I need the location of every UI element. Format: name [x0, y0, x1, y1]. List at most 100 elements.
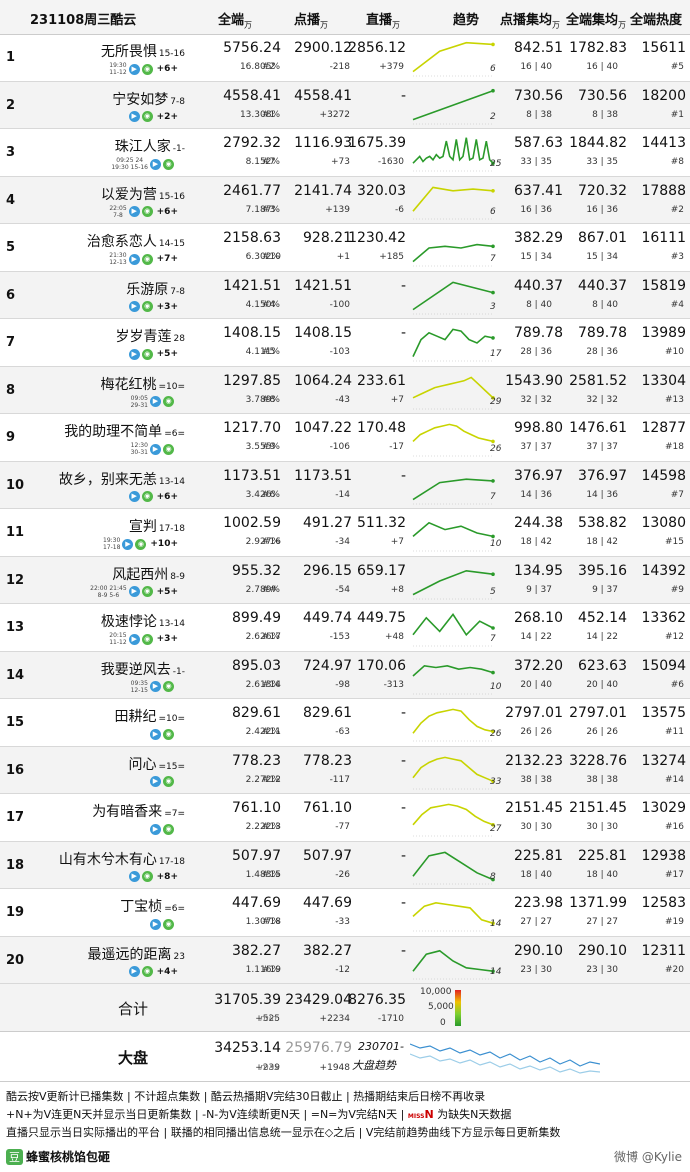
vod-delta: -54 [335, 584, 350, 595]
broadcast-time: 19:30 11-12 [109, 62, 127, 76]
trend-episode-count: 33 [490, 776, 502, 787]
header-col-vod: 点播万 [294, 13, 329, 30]
tv-platform-icon: ▶ [150, 158, 161, 170]
trend-end-point [491, 88, 495, 92]
all-avg-sub: 26 | 26 [586, 727, 618, 737]
rank: 5 [6, 240, 16, 255]
trend-end-point [491, 290, 495, 294]
tv-platform-icon: ▶ [128, 586, 140, 597]
vod-value: 449.74 [303, 610, 352, 626]
table-row: 13 极速悖论 13-14 20:15 11-12 ▶ ◉ +3+ 899.49 2… [0, 604, 690, 652]
trend-episode-count: 27 [490, 824, 502, 834]
heat-rank: #4 [670, 299, 684, 310]
footer: 豆 蜂蜜核桃馅包砸 微博 @Kylie [0, 1140, 690, 1172]
heat-rank: #9 [670, 584, 684, 595]
vod-value: 507.97 [303, 847, 352, 864]
iqiyi-icon: ◉ [163, 918, 174, 930]
drama-title: 田耕纪 =10= [114, 709, 185, 725]
heat-rank: #17 [665, 869, 684, 880]
vod-value: 1116.93 [294, 135, 352, 151]
drama-title: 岁岁青莲 28 [115, 329, 185, 345]
vod-avg: 440.37 [514, 277, 563, 294]
rank: 17 [6, 810, 25, 825]
vod-value: 382.27 [303, 942, 352, 959]
trend-episode-count: 5 [490, 586, 496, 597]
vod-avg: 2797.01 [505, 705, 563, 721]
header-col-vod-avg: 点播集均万 [500, 13, 561, 30]
vod-delta: +1 [336, 252, 350, 262]
trend-end-point [491, 778, 495, 783]
platform-info: 21:30 12-13 ▶ ◉ +7+ [109, 252, 178, 266]
tv-platform-icon: ▶ [128, 348, 140, 360]
vod-rank: #9 [262, 442, 276, 452]
heat-value: 17888 [641, 182, 686, 199]
market-trend-line-b [410, 1053, 600, 1074]
trend-line [412, 569, 494, 595]
heat-value: 12938 [641, 847, 686, 864]
trend-chart [412, 901, 495, 932]
drama-title: 问心 =15= [128, 756, 185, 773]
vod-rank: #7 [262, 157, 276, 167]
drama-title: 梅花红桃 =10= [100, 376, 185, 393]
vod-value: 2900.12 [294, 40, 352, 56]
trend-episode-count: 3 [490, 301, 496, 312]
trend-line [412, 521, 494, 538]
vod-delta: -33 [335, 917, 350, 927]
episode-range: =7= [164, 809, 185, 819]
rank: 7 [6, 335, 16, 350]
all-avg: 1782.83 [569, 40, 627, 56]
header-col-live: 直播万 [366, 13, 401, 30]
heat-value: 13080 [641, 515, 686, 531]
total-value: 2461.77 [223, 182, 281, 199]
broadcast-time: 22:00 21:45 8-9 5-6 [90, 584, 127, 599]
vod-value: 491.27 [303, 515, 352, 531]
all-avg-sub: 27 | 27 [586, 917, 618, 927]
share-value: 1.307% [245, 917, 280, 927]
heat-value: 15819 [641, 277, 686, 294]
trend-episode-count: 14 [490, 966, 502, 977]
vod-rank: #2 [262, 62, 276, 72]
episode-range: 17-18 [158, 856, 185, 867]
vod-avg-sub: 18 | 40 [520, 869, 552, 880]
legend-hi: 10,000 [420, 987, 452, 997]
total-value: 955.32 [232, 562, 281, 579]
rank: 20 [6, 952, 25, 968]
live-value: - [400, 277, 406, 294]
vod-avg-sub: 14 | 22 [520, 632, 552, 642]
heat-value: 13274 [641, 752, 686, 769]
vod-rank: #3 [262, 204, 276, 215]
platform-info: ▶ ◉ [148, 727, 178, 741]
trend-chart [412, 803, 495, 837]
share-value: 2.422% [245, 727, 280, 737]
vod-value: 829.61 [303, 705, 352, 721]
episode-range: -1- [172, 144, 185, 154]
trend-line [412, 803, 494, 826]
update-count: +3+ [156, 634, 178, 644]
live-delta: +7 [390, 537, 404, 547]
vod-delta: -100 [329, 299, 350, 310]
iqiyi-icon: ◉ [141, 491, 153, 502]
table-row: 5 治愈系恋人 14-15 21:30 12-13 ▶ ◉ +7+ 2158.63 … [0, 224, 690, 272]
rank: 8 [6, 382, 16, 398]
trend-end-point [491, 244, 495, 249]
heat-rank: #15 [665, 537, 684, 547]
heat-rank: #2 [670, 204, 684, 215]
tv-platform-icon: ▶ [150, 443, 161, 455]
total-live-delta: -1710 [377, 1014, 404, 1024]
iqiyi-icon: ◉ [163, 823, 174, 835]
vod-value: 724.97 [303, 657, 352, 674]
platform-info: ▶ ◉ +6+ [127, 490, 178, 504]
iqiyi-icon: ◉ [163, 681, 174, 692]
table-row: 7 岁岁青莲 28 ▶ ◉ +5+ 1408.15 4.111% 1408.15 … [0, 319, 690, 367]
platform-info: ▶ ◉ +8+ [127, 870, 178, 884]
live-delta: +48 [385, 632, 404, 642]
header-col-total: 全端万 [218, 13, 253, 30]
live-value: 233.61 [357, 372, 406, 389]
vod-delta: +3272 [319, 109, 350, 120]
trend-episode-count: 2 [490, 111, 496, 122]
trend-chart [412, 375, 495, 409]
vod-rank: ## [262, 584, 278, 595]
share-value: 2.272% [245, 774, 280, 785]
table-row: 9 我的助理不简单 =6= 12:30 30-31 ▶ ◉ 1217.70 3.55… [0, 414, 690, 462]
platform-info: ▶ ◉ +4+ [127, 965, 178, 979]
